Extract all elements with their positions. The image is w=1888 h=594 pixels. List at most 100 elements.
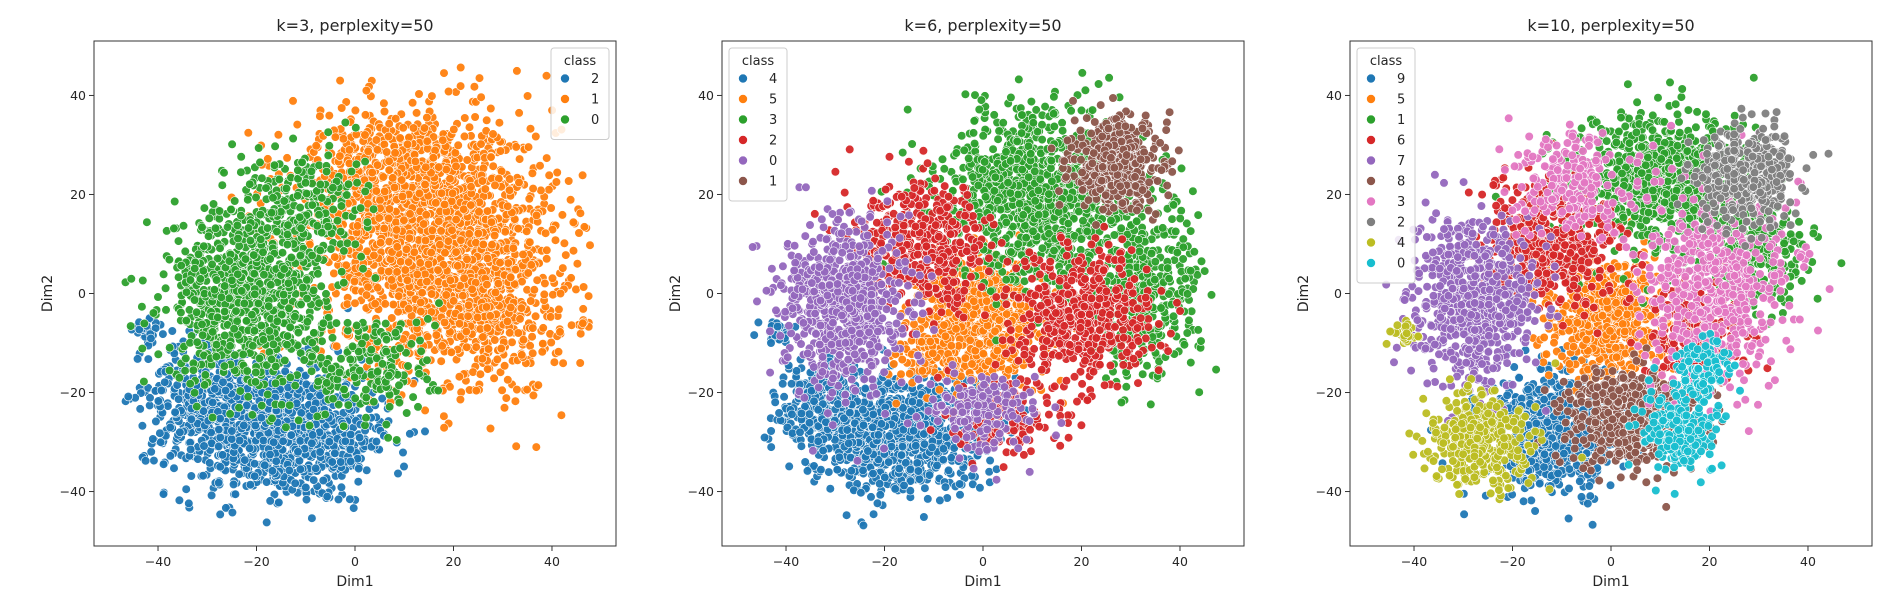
data-point — [261, 183, 271, 193]
data-point — [522, 226, 532, 236]
data-point — [511, 142, 521, 152]
data-point — [488, 129, 498, 139]
data-point — [143, 354, 153, 364]
data-point — [406, 339, 416, 349]
data-point — [224, 256, 234, 266]
data-point — [542, 153, 552, 163]
data-point — [427, 91, 437, 101]
data-point — [401, 244, 412, 254]
data-point — [328, 204, 338, 215]
data-point — [443, 236, 454, 246]
data-point — [305, 421, 315, 431]
data-point — [159, 269, 169, 279]
data-point — [415, 335, 425, 346]
data-point — [559, 238, 570, 248]
data-point — [384, 213, 394, 223]
data-point — [160, 377, 170, 387]
data-point — [505, 328, 515, 338]
data-point — [529, 285, 539, 295]
data-point — [232, 220, 242, 230]
data-point — [159, 459, 169, 469]
data-point — [270, 141, 280, 151]
data-point — [330, 448, 340, 458]
data-point — [350, 393, 360, 403]
data-point — [568, 217, 579, 227]
data-point — [302, 189, 312, 199]
data-point — [323, 150, 333, 160]
data-point — [453, 261, 463, 271]
data-point — [356, 203, 366, 213]
data-point — [242, 366, 252, 376]
data-point — [440, 317, 450, 328]
data-point — [490, 287, 501, 298]
data-point — [266, 280, 276, 290]
data-point — [180, 366, 190, 376]
data-point — [526, 296, 536, 306]
data-point — [271, 456, 281, 466]
data-point — [281, 183, 292, 193]
data-point — [215, 414, 225, 424]
data-point — [349, 503, 359, 513]
data-point — [227, 139, 237, 149]
data-point — [527, 332, 537, 342]
data-point — [421, 210, 431, 220]
data-point — [164, 255, 174, 265]
data-point — [338, 134, 349, 144]
data-point — [490, 180, 500, 190]
data-point — [336, 354, 346, 364]
data-point — [345, 444, 355, 455]
data-point — [324, 110, 334, 121]
data-point — [307, 250, 317, 261]
data-point — [420, 426, 430, 437]
data-point — [255, 210, 265, 220]
data-point — [271, 378, 281, 388]
data-point — [243, 392, 253, 402]
data-point — [360, 157, 370, 167]
data-point — [169, 223, 179, 233]
data-point — [379, 223, 389, 233]
data-point — [473, 228, 484, 238]
data-point — [451, 215, 461, 225]
data-point — [466, 182, 476, 192]
data-point — [392, 435, 402, 445]
data-point — [522, 91, 533, 101]
data-point — [546, 203, 556, 213]
data-point — [265, 449, 275, 460]
data-point — [328, 183, 338, 193]
data-point — [440, 248, 450, 258]
data-point — [439, 423, 449, 433]
data-point — [174, 394, 184, 404]
data-point — [576, 329, 586, 339]
data-point — [558, 263, 568, 273]
data-point — [309, 475, 319, 485]
data-point — [230, 350, 240, 360]
data-point — [245, 179, 255, 189]
data-point — [269, 437, 279, 447]
data-point — [438, 135, 448, 145]
data-point — [358, 264, 368, 274]
data-point — [343, 400, 353, 410]
data-point — [388, 299, 398, 310]
data-point — [493, 279, 504, 289]
data-point — [413, 402, 423, 412]
data-point — [568, 246, 579, 256]
data-point — [239, 298, 249, 309]
data-point — [578, 282, 589, 292]
data-point — [423, 314, 433, 324]
data-point — [440, 199, 450, 210]
data-point — [408, 392, 418, 402]
data-point — [363, 146, 373, 156]
data-point — [220, 281, 230, 291]
data-point — [277, 400, 287, 410]
data-point — [370, 299, 380, 309]
data-point — [525, 124, 536, 134]
data-point — [247, 310, 257, 320]
data-point — [206, 428, 216, 438]
data-point — [268, 339, 279, 349]
data-point — [530, 311, 541, 321]
data-point — [265, 496, 275, 506]
data-point — [258, 335, 269, 345]
data-point — [535, 161, 545, 171]
data-point — [155, 428, 165, 438]
data-point — [551, 177, 562, 187]
